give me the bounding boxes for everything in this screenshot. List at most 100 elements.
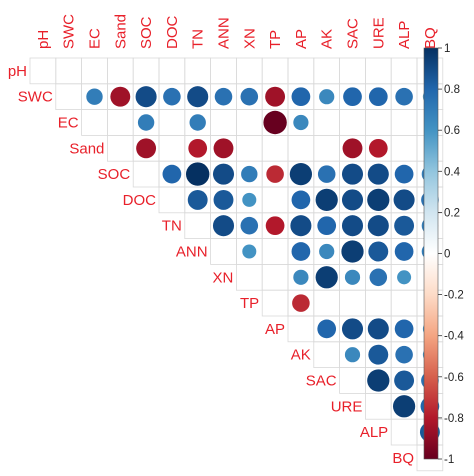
corr-circle-tn-ann xyxy=(212,215,235,237)
column-label-doc: DOC xyxy=(164,16,181,50)
grid-cell xyxy=(287,134,315,162)
corr-circle-tn-ure xyxy=(367,215,389,237)
corr-circle-swc-ec xyxy=(86,88,103,105)
corr-circle-swc-alp xyxy=(395,87,413,106)
corr-circle-sand-ure xyxy=(368,138,388,158)
corr-circle-soc-alp xyxy=(394,164,414,184)
corr-circle-doc-ure xyxy=(367,188,390,212)
column-label-alp: ALP xyxy=(396,21,413,49)
column-label-ph: pH xyxy=(35,30,52,49)
grid-cell xyxy=(132,57,160,85)
corr-circle-tn-ap xyxy=(290,215,312,237)
legend-tick-label: 0.6 xyxy=(444,125,460,137)
grid-cell xyxy=(107,57,134,85)
corr-circle-swc-sac xyxy=(343,87,362,107)
corr-circle-ure-alp xyxy=(392,395,416,418)
grid-cell xyxy=(339,57,366,85)
corr-circle-swc-sand xyxy=(110,86,131,107)
corr-circle-ann-ak xyxy=(319,243,335,260)
corr-circle-xn-ak xyxy=(315,266,338,289)
corr-circle-tn-ak xyxy=(317,216,337,236)
corr-circle-ann-ure xyxy=(368,241,389,262)
corr-circle-ann-ap xyxy=(291,242,311,261)
legend-tick-label: 0.4 xyxy=(444,166,461,178)
grid-cell xyxy=(364,392,392,420)
column-label-bq: BQ xyxy=(422,27,439,49)
color-legend: 1 0.8 0.6 0.4 0.2 0 -0.2 -0.4 -0.6 -0.8 -1 xyxy=(423,43,464,466)
legend-tick-label: 0.2 xyxy=(444,207,460,219)
corr-circle-soc-ak xyxy=(317,165,336,183)
corr-circle-ak-alp xyxy=(395,345,413,364)
corr-circle-ap-ak xyxy=(317,319,337,339)
legend-tick-label: 0.8 xyxy=(444,84,460,96)
grid-cell xyxy=(339,367,366,394)
corr-circle-ec-soc xyxy=(137,114,155,131)
corr-circle-tn-xn xyxy=(240,216,259,235)
column-label-ann: ANN xyxy=(216,17,233,49)
corr-circle-soc-doc xyxy=(162,164,182,184)
row-label-alp: ALP xyxy=(360,424,388,441)
grid-cell xyxy=(261,186,289,214)
grid-cell xyxy=(132,160,160,188)
grid-cell xyxy=(390,418,418,446)
grid-cell xyxy=(339,109,366,136)
grid-cell xyxy=(313,341,340,368)
corr-circle-xn-ure xyxy=(369,268,388,287)
variable-labels: pH pH SWC SWC EC EC Sand Sand SOC SOC DOC DOC TN TN AN… xyxy=(8,14,439,467)
corr-circle-sac-ure xyxy=(367,369,390,392)
grid-cell xyxy=(81,57,108,85)
row-label-bq: BQ xyxy=(392,450,414,467)
corr-circle-ak-sac xyxy=(344,347,361,363)
row-label-ann: ANN xyxy=(176,244,208,261)
grid-cell xyxy=(184,212,212,240)
column-label-swc: SWC xyxy=(61,14,78,49)
row-label-tp: TP xyxy=(240,295,259,312)
corr-circle-ann-alp xyxy=(394,242,414,261)
corr-circle-swc-ap xyxy=(291,87,311,107)
row-label-soc: SOC xyxy=(98,166,131,183)
grid-cell xyxy=(313,289,340,317)
row-label-xn: XN xyxy=(213,269,234,286)
corr-circle-sand-ann xyxy=(213,138,234,159)
row-label-ap: AP xyxy=(265,321,285,338)
row-label-ure: URE xyxy=(331,398,363,415)
corr-circle-ak-ure xyxy=(368,344,389,365)
legend-colorbar xyxy=(423,47,439,460)
grid-cell xyxy=(184,57,212,85)
grid-cell xyxy=(235,263,263,291)
grid-cell xyxy=(364,289,392,317)
corr-circle-xn-alp xyxy=(397,270,412,285)
grid-cell xyxy=(313,134,340,162)
grid-cell xyxy=(390,57,418,85)
row-label-sand: Sand xyxy=(69,140,104,157)
row-label-sac: SAC xyxy=(306,373,337,390)
grid-cell xyxy=(313,57,340,85)
grid-cell xyxy=(55,83,82,111)
grid-cell xyxy=(390,289,418,317)
column-label-ap: AP xyxy=(293,29,310,49)
corr-circle-soc-tp xyxy=(266,165,284,183)
row-label-ph: pH xyxy=(8,63,27,80)
corr-circle-ap-alp xyxy=(394,319,414,339)
grid-cell xyxy=(390,109,418,136)
corr-circle-ap-sac xyxy=(341,318,364,340)
grid-cell xyxy=(107,134,134,162)
row-label-ak: AK xyxy=(291,347,311,364)
corr-circle-doc-ak xyxy=(315,188,338,212)
grid-cell xyxy=(158,186,186,214)
column-label-sand: Sand xyxy=(112,14,129,49)
grid-cell xyxy=(158,109,186,136)
corr-circle-tn-tp xyxy=(265,216,285,236)
row-label-tn: TN xyxy=(162,218,182,235)
grid-cell xyxy=(235,134,263,162)
corr-circle-doc-alp xyxy=(393,189,415,211)
legend-tick-label: -0.2 xyxy=(444,290,464,302)
corr-circle-sand-tn xyxy=(188,138,208,158)
corr-circle-sac-alp xyxy=(394,370,415,391)
corr-circle-swc-doc xyxy=(163,87,181,106)
corr-circle-sand-soc xyxy=(136,138,157,159)
corr-circle-ec-ap xyxy=(293,114,309,131)
grid-cell xyxy=(158,57,186,85)
matrix-grid xyxy=(29,57,444,472)
